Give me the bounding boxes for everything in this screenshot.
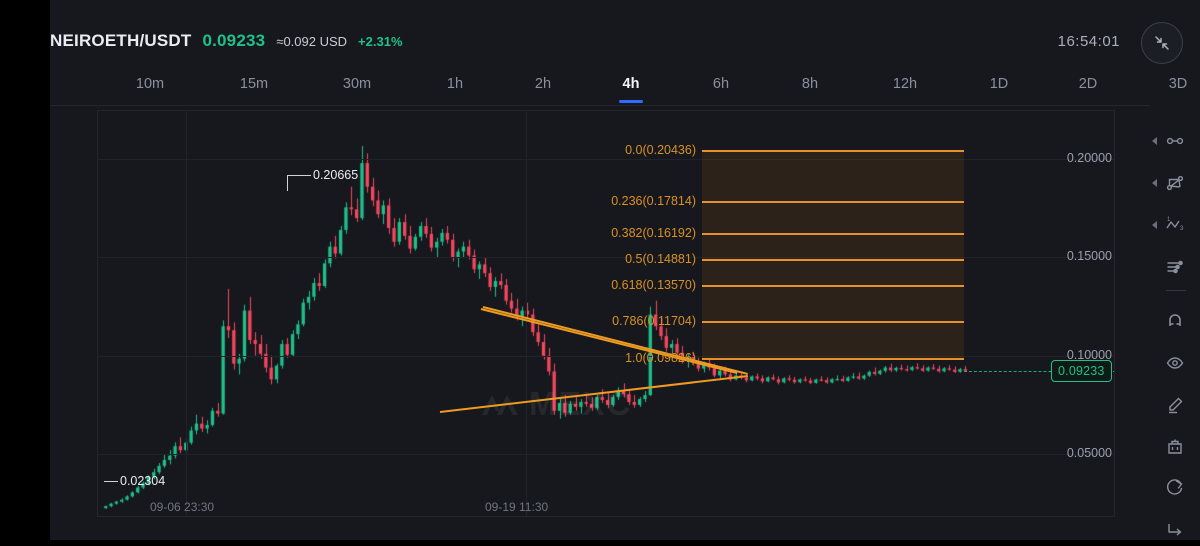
y-axis-tick-label: 0.20000 bbox=[1066, 151, 1112, 166]
timeframe-tabs[interactable]: 10m 15m 30m 1h 2h 4h 6h 8h 12h 1D 2D 3D bbox=[50, 72, 1200, 106]
tab-label: 2h bbox=[534, 76, 552, 92]
chevron-left-icon bbox=[1152, 179, 1157, 187]
sliders-icon bbox=[1165, 257, 1185, 277]
fibonacci-level-line bbox=[702, 284, 964, 287]
high-marker-stem bbox=[287, 175, 311, 176]
tab-8h[interactable]: 8h bbox=[770, 72, 850, 106]
fibonacci-level-line bbox=[702, 358, 964, 361]
shape-tool[interactable] bbox=[1152, 166, 1192, 200]
toolbar-divider bbox=[1166, 290, 1186, 291]
y-axis-tick-label: 0.10000 bbox=[1066, 347, 1112, 362]
draw-tool[interactable] bbox=[1158, 388, 1192, 422]
collapse-button[interactable] bbox=[1141, 22, 1183, 64]
fibonacci-level-line bbox=[702, 201, 964, 204]
visibility-tool[interactable] bbox=[1158, 346, 1192, 380]
current-price-line bbox=[964, 370, 1114, 372]
horizontal-gridline bbox=[98, 356, 1114, 357]
svg-text:3: 3 bbox=[1180, 226, 1184, 232]
y-axis-tick-label: 0.05000 bbox=[1066, 446, 1112, 461]
tab-2D[interactable]: 2D bbox=[1048, 72, 1128, 106]
fibonacci-zone bbox=[702, 150, 964, 360]
fibonacci-level-label: 0.786(0.11704) bbox=[612, 314, 696, 329]
tab-label: 6h bbox=[712, 76, 730, 92]
candlestick-canvas[interactable] bbox=[98, 110, 1114, 517]
tab-label: 1D bbox=[989, 76, 1009, 92]
page-title: NEIROETH/USDT bbox=[50, 31, 192, 50]
low-marker-stem bbox=[104, 481, 118, 482]
tab-label: 15m bbox=[239, 76, 269, 92]
polygon-shape-icon bbox=[1165, 173, 1185, 193]
fibonacci-level-line bbox=[702, 321, 964, 324]
fibonacci-level-line bbox=[702, 233, 964, 236]
price-change-percent: +2.31% bbox=[358, 34, 403, 49]
tab-label: 30m bbox=[342, 76, 372, 92]
magnet-icon bbox=[1165, 311, 1185, 331]
current-price-tag: 0.09233 bbox=[1051, 359, 1112, 382]
fibonacci-level-label: 0.236(0.17814) bbox=[611, 194, 696, 209]
x-axis-tick-label: 09-06 23:30 bbox=[150, 500, 215, 514]
collapse-arrows-icon bbox=[1152, 33, 1172, 53]
redo-tool[interactable] bbox=[1158, 470, 1192, 504]
price-chart[interactable]: MEXC bbox=[97, 110, 1115, 517]
low-price-marker: 0.02304 bbox=[120, 474, 166, 488]
tab-2h[interactable]: 2h bbox=[503, 72, 583, 106]
tab-6h[interactable]: 6h bbox=[681, 72, 761, 106]
x-axis-tick-label: 09-19 11:30 bbox=[485, 500, 549, 514]
magnet-tool[interactable] bbox=[1158, 304, 1192, 338]
last-price: 0.09233 bbox=[202, 31, 266, 50]
tab-label: 1h bbox=[446, 76, 464, 92]
arrow-exit-icon bbox=[1165, 519, 1185, 539]
horizontal-gridline bbox=[98, 454, 1114, 455]
tab-label: 4h bbox=[622, 76, 640, 92]
tab-3D[interactable]: 3D bbox=[1138, 72, 1200, 106]
fibonacci-level-label: 1.0(0.09826) bbox=[625, 351, 696, 366]
tab-12h[interactable]: 12h bbox=[865, 72, 945, 106]
fibonacci-level-label: 0.5(0.14881) bbox=[625, 251, 696, 266]
tab-4h[interactable]: 4h bbox=[591, 72, 671, 106]
tab-label: 3D bbox=[1168, 76, 1188, 92]
eye-icon bbox=[1165, 353, 1185, 373]
tab-label: 8h bbox=[801, 76, 819, 92]
trendline-icon bbox=[1165, 131, 1185, 151]
approx-usd-value: ≈0.092 USD bbox=[276, 34, 348, 49]
tab-label: 2D bbox=[1078, 76, 1098, 92]
vertical-gridline bbox=[526, 110, 527, 517]
fibonacci-level-label: 0.618(0.13570) bbox=[611, 277, 696, 292]
trash-icon bbox=[1165, 437, 1185, 457]
chevron-left-icon bbox=[1152, 221, 1157, 229]
clean-tool[interactable] bbox=[1158, 430, 1192, 464]
pencil-icon bbox=[1165, 395, 1185, 415]
symbol-header: NEIROETH/USDT 0.09233 ≈0.092 USD +2.31% bbox=[50, 31, 403, 51]
fibonacci-level-line bbox=[702, 149, 964, 152]
vertical-gridline bbox=[186, 110, 187, 517]
fibonacci-level-line bbox=[702, 258, 964, 261]
tab-10m[interactable]: 10m bbox=[110, 72, 190, 106]
tab-15m[interactable]: 15m bbox=[214, 72, 294, 106]
tab-label: 12h bbox=[892, 76, 918, 92]
tab-1D[interactable]: 1D bbox=[959, 72, 1039, 106]
refresh-icon bbox=[1165, 477, 1185, 497]
active-tab-underline bbox=[619, 100, 643, 103]
trendline-tool[interactable] bbox=[1152, 124, 1192, 158]
tab-30m[interactable]: 30m bbox=[317, 72, 397, 106]
horizontal-gridline bbox=[98, 159, 1114, 160]
fibonacci-level-label: 0.0(0.20436) bbox=[625, 142, 696, 157]
y-axis-tick-label: 0.15000 bbox=[1066, 249, 1112, 264]
svg-text:1: 1 bbox=[1167, 217, 1171, 223]
chevron-left-icon bbox=[1152, 137, 1157, 145]
timeframe-divider bbox=[50, 105, 1150, 106]
tab-1h[interactable]: 1h bbox=[415, 72, 495, 106]
high-marker-stem-vertical bbox=[287, 175, 288, 191]
fibonacci-level-label: 0.382(0.16192) bbox=[611, 226, 696, 241]
export-tool[interactable] bbox=[1158, 512, 1192, 546]
horizontal-gridline bbox=[98, 257, 1114, 258]
tab-label: 10m bbox=[135, 76, 165, 92]
clock: 16:54:01 bbox=[1057, 33, 1120, 50]
settings-tool[interactable] bbox=[1158, 250, 1192, 284]
high-price-marker: 0.20665 bbox=[313, 168, 359, 182]
